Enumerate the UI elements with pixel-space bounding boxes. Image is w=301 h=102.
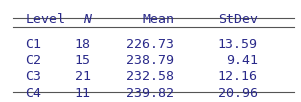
Text: 18: 18 [75,38,91,51]
Text: 12.16: 12.16 [218,70,258,83]
Text: StDev: StDev [218,13,258,26]
Text: 232.58: 232.58 [126,70,174,83]
Text: Level: Level [25,13,65,26]
Text: 13.59: 13.59 [218,38,258,51]
Text: Mean: Mean [142,13,174,26]
Text: C4: C4 [25,87,41,100]
Text: 239.82: 239.82 [126,87,174,100]
Text: 226.73: 226.73 [126,38,174,51]
Text: 11: 11 [75,87,91,100]
Text: 21: 21 [75,70,91,83]
Text: N: N [83,13,91,26]
Text: C3: C3 [25,70,41,83]
Text: 9.41: 9.41 [226,54,258,67]
Text: 15: 15 [75,54,91,67]
Text: 20.96: 20.96 [218,87,258,100]
Text: C2: C2 [25,54,41,67]
Text: 238.79: 238.79 [126,54,174,67]
Text: C1: C1 [25,38,41,51]
